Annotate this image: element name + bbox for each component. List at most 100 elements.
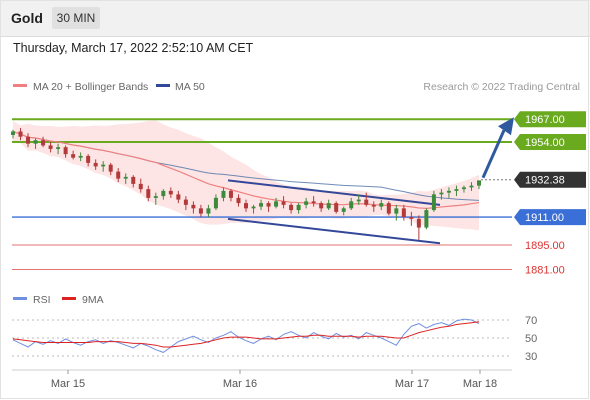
candle-body	[274, 201, 279, 207]
price-labels: 1967.00 1954.00 1932.38 1911.00 1895.00 1881.…	[514, 111, 586, 277]
candle-body	[146, 189, 151, 198]
rsi-level-label: 70	[525, 315, 537, 327]
candle-body	[236, 197, 241, 204]
candle-body	[176, 194, 181, 200]
candle-body	[101, 164, 106, 167]
candle-body	[311, 201, 316, 204]
ma20-legend-swatch	[13, 84, 27, 87]
rsi-ma-legend-label: 9MA	[82, 294, 104, 306]
candle-body	[228, 190, 233, 198]
rsi-level-label: 50	[525, 333, 537, 345]
candle-body	[259, 203, 264, 207]
x-tick-label: Mar 15	[51, 378, 85, 390]
candles	[11, 127, 481, 240]
x-tick-label: Mar 18	[463, 378, 497, 390]
price-label: 1911.00	[525, 212, 564, 224]
candle-body	[409, 217, 414, 219]
candle-body	[86, 155, 91, 163]
candle-body	[296, 204, 301, 211]
candle-body	[431, 194, 436, 211]
candle-body	[244, 203, 248, 209]
ma50-legend-label: MA 50	[175, 81, 205, 93]
candle-body	[349, 201, 354, 209]
candle-body	[379, 203, 384, 207]
candle-body	[161, 190, 166, 197]
candle-body	[341, 208, 346, 212]
candle-body	[266, 203, 271, 207]
candle-body	[356, 199, 361, 202]
candle-body	[168, 190, 173, 195]
channel-upper-line	[227, 179, 441, 206]
candle-body	[364, 199, 369, 205]
candle-body	[206, 208, 211, 214]
header-bar: Gold 30 MIN	[0, 0, 590, 37]
candle-body	[461, 187, 466, 190]
candle-body	[326, 203, 331, 209]
candle-body	[41, 140, 46, 146]
candle-body	[63, 147, 68, 155]
symbol-title: Gold	[11, 10, 43, 26]
forecast-arrow-shaft	[481, 129, 506, 179]
rsi-ma-line	[12, 321, 480, 348]
candle-body	[183, 199, 188, 205]
forecast-arrow-head	[498, 117, 514, 136]
bollinger-band-area	[13, 120, 479, 231]
candle-body	[108, 164, 113, 172]
chart-datetime: Thursday, March 17, 2022 2:52:10 AM CET	[13, 41, 254, 55]
ma20-legend-label: MA 20 + Bollinger Bands	[33, 81, 148, 93]
x-tick-label: Mar 16	[223, 378, 257, 390]
candle-body	[251, 206, 256, 209]
candle-body	[131, 176, 136, 184]
price-label: 1967.00	[525, 114, 565, 126]
candle-body	[371, 204, 376, 207]
price-tag-1911.00	[514, 209, 586, 226]
candle-body	[11, 131, 15, 135]
candle-body	[454, 189, 459, 191]
price-label: 1881.00	[525, 265, 565, 277]
price-label: 1895.00	[525, 240, 565, 252]
trend-channel	[227, 179, 441, 245]
candle-body	[319, 203, 324, 209]
candle-body	[439, 192, 444, 195]
candle-body	[394, 208, 399, 214]
candle-body	[386, 203, 391, 214]
channel-lower-line	[227, 217, 441, 245]
candle-body	[198, 208, 203, 214]
candle-body	[33, 140, 38, 144]
price-label: 1954.00	[525, 137, 565, 149]
candle-body	[78, 155, 83, 158]
candle-body	[281, 201, 286, 205]
bollinger-bands	[13, 120, 479, 231]
forecast-arrow	[481, 117, 514, 179]
candle-body	[469, 185, 474, 188]
rsi-legend-swatch	[13, 297, 27, 300]
candle-body	[138, 183, 143, 190]
candle-body	[123, 176, 128, 179]
rsi-panel: 70 50 30	[12, 315, 537, 363]
candle-body	[221, 190, 226, 198]
rsi-ma-legend-swatch	[62, 297, 76, 300]
candle-body	[153, 196, 158, 198]
rsi-legend-label: RSI	[33, 294, 51, 306]
candle-body	[26, 136, 31, 144]
candle-body	[401, 208, 406, 218]
candle-body	[213, 197, 218, 209]
candle-body	[48, 145, 53, 149]
x-tick-label: Mar 17	[395, 378, 429, 390]
price-tag-1932.38	[514, 171, 586, 188]
moving-averages	[12, 130, 480, 209]
candle-body	[304, 201, 309, 205]
candle-body	[446, 190, 451, 193]
candle-body	[93, 162, 98, 167]
candle-body	[18, 131, 23, 137]
candle-body	[116, 171, 121, 179]
level-lines	[12, 118, 512, 271]
ma20-line	[12, 130, 480, 209]
candle-body	[71, 154, 76, 158]
price-tag-1967.00	[514, 111, 586, 128]
candle-body	[289, 204, 294, 211]
candle-body	[334, 203, 339, 212]
timeframe-button[interactable]: 30 MIN	[52, 7, 100, 29]
candle-body	[191, 204, 196, 209]
